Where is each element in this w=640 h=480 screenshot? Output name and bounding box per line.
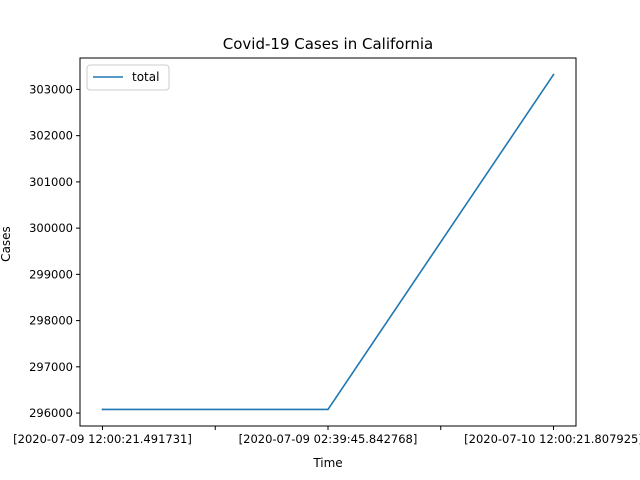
data-point — [101, 408, 104, 411]
y-tick-label: 300000 — [29, 221, 73, 235]
ticks-layer: 296000 297000 298000 299000 300000 301000 3020… — [13, 82, 640, 446]
legend: total — [86, 64, 170, 91]
plot-area-frame — [79, 57, 577, 427]
series-line-total — [101, 73, 555, 411]
x-tick-label: [2020-07-09 12:00:21.491731] — [13, 432, 192, 446]
y-tick-label: 298000 — [29, 314, 73, 328]
y-tick-label: 299000 — [29, 267, 73, 281]
y-tick-label: 301000 — [29, 175, 73, 189]
data-point — [552, 73, 555, 76]
legend-label-total: total — [132, 70, 159, 84]
chart-title: Covid-19 Cases in California — [223, 35, 433, 53]
y-tick-label: 303000 — [29, 82, 73, 96]
x-tick-label: [2020-07-10 12:00:21.807925] — [464, 432, 640, 446]
legend-box — [86, 64, 170, 91]
series-layer — [101, 73, 555, 411]
y-tick-label: 296000 — [29, 406, 73, 420]
x-axis-label: Time — [312, 456, 342, 470]
y-tick-label: 297000 — [29, 360, 73, 374]
data-point — [327, 408, 329, 411]
x-tick-label: [2020-07-09 02:39:45.842768] — [239, 432, 418, 446]
y-axis-label: Cases — [0, 226, 13, 262]
y-tick-label: 302000 — [29, 129, 73, 143]
